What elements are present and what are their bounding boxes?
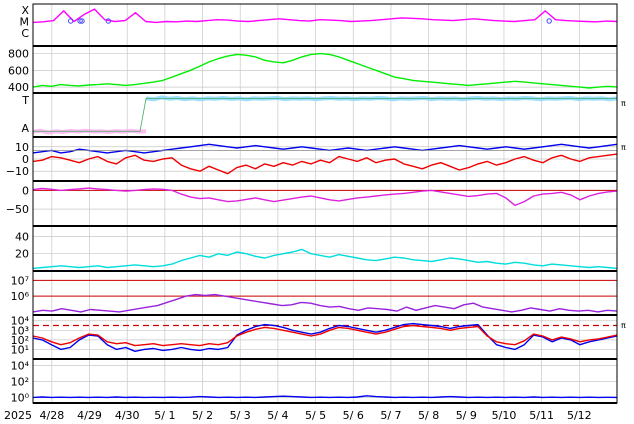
panel-right-label: π (621, 321, 626, 330)
series-line (32, 52, 618, 89)
y-tick-label: 10² (11, 334, 29, 347)
x-tick-label: 5/ 4 (267, 409, 288, 422)
y-tick-label: 400 (8, 81, 29, 94)
series-line (32, 153, 618, 175)
y-tick-label: −50 (6, 203, 29, 216)
series-line (32, 143, 618, 154)
flare-marker (77, 18, 83, 24)
x-tick-label: 4/28 (39, 409, 64, 422)
series-line (32, 322, 618, 352)
start-year-label: 2025 (4, 409, 32, 422)
series-line (32, 395, 618, 399)
x-tick-label: 5/10 (492, 409, 517, 422)
panel-right-label: π (621, 143, 626, 152)
series-line (32, 293, 618, 313)
flare-marker (546, 18, 552, 24)
y-tick-label: 10⁴ (11, 359, 30, 372)
panel-frame (32, 180, 618, 227)
polarity-transition-line (33, 97, 617, 132)
y-tick-label: 0 (22, 153, 29, 166)
y-tick-label: −10 (6, 165, 29, 178)
y-tick-label: 10² (11, 375, 29, 388)
y-tick-label: M (20, 16, 30, 29)
x-tick-label: 5/ 2 (192, 409, 213, 422)
flare-marker (79, 18, 85, 24)
y-tick-label: A (21, 122, 29, 135)
flare-marker (67, 18, 74, 24)
y-tick-label: 10⁰ (11, 391, 30, 404)
x-tick-label: 5/ 6 (343, 409, 364, 422)
y-tick-label: 10¹ (11, 343, 29, 356)
y-tick-label: 600 (8, 64, 29, 77)
x-tick-label: 4/29 (77, 409, 102, 422)
y-tick-label: 10⁴ (11, 315, 30, 328)
x-tick-label: 5/11 (529, 409, 554, 422)
x-tick-label: 4/30 (115, 409, 140, 422)
panel-frame (32, 3, 618, 47)
x-tick-label: 5/ 7 (380, 409, 401, 422)
x-tick-label: 5/ 3 (230, 409, 251, 422)
panel-right-label: π (621, 99, 626, 108)
y-tick-label: 20 (15, 248, 29, 261)
series-line (32, 248, 618, 270)
y-tick-label: 0 (22, 184, 29, 197)
x-tick-label: 5/12 (567, 409, 592, 422)
y-tick-label: 40 (15, 230, 29, 243)
series-layer (32, 8, 618, 399)
flare-marker (105, 18, 112, 24)
panel-frame (32, 45, 618, 94)
x-tick-label: 5/ 5 (305, 409, 326, 422)
y-tick-label: 800 (8, 48, 29, 61)
series-line (32, 8, 618, 24)
frame-layer (32, 3, 618, 404)
series-line (32, 187, 618, 207)
y-tick-label: X (21, 4, 29, 17)
series-line (32, 324, 618, 347)
x-tick-label: 5/ 9 (456, 409, 477, 422)
y-tick-label: 10⁷ (11, 274, 29, 287)
y-tick-label: C (21, 27, 29, 40)
x-tick-label: 5/ 1 (154, 409, 175, 422)
y-tick-label: 10³ (11, 324, 29, 337)
y-tick-label: 10 (15, 141, 29, 154)
y-tick-label: T (21, 94, 29, 107)
y-tick-label: 10⁶ (11, 290, 30, 303)
x-tick-label: 5/ 8 (418, 409, 439, 422)
label-layer: 4/28 4/29 4/30 5/ 1 5/ 2 5/ 3 5/ 4 5/ 5 5/ 6 5/ 7… (6, 4, 626, 422)
